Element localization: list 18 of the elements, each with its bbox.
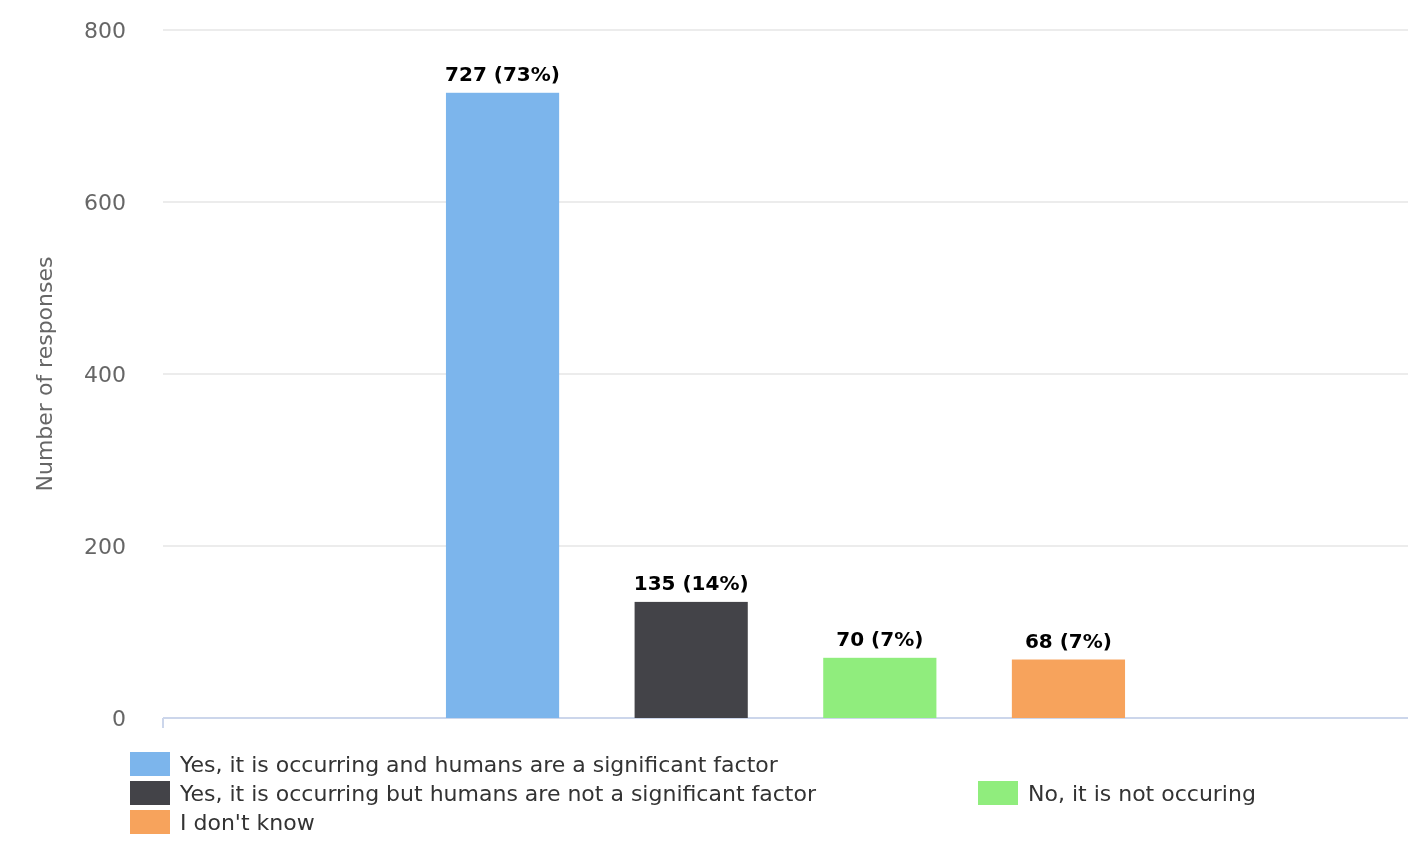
legend-label: Yes, it is occurring but humans are not a significant factor [179,780,817,806]
data-label: 70 (7%) [836,626,924,651]
legend-label: I don't know [180,809,315,835]
y-tick-label: 0 [112,705,126,731]
bar [445,92,560,718]
legend-label: No, it is not occuring [1028,780,1256,806]
y-axis-title: Number of responses [32,256,57,492]
y-tick-label: 200 [84,533,126,559]
data-label: 727 (73%) [445,61,560,86]
legend-label: Yes, it is occurring and humans are a significant factor [179,751,779,777]
y-tick-label: 800 [84,17,126,43]
y-tick-label: 600 [84,189,126,215]
bar [1011,659,1126,718]
data-label: 68 (7%) [1024,628,1112,653]
y-tick-label: 400 [84,361,126,387]
bar [823,657,937,718]
data-label: 135 (14%) [633,570,749,595]
bar [634,601,748,718]
